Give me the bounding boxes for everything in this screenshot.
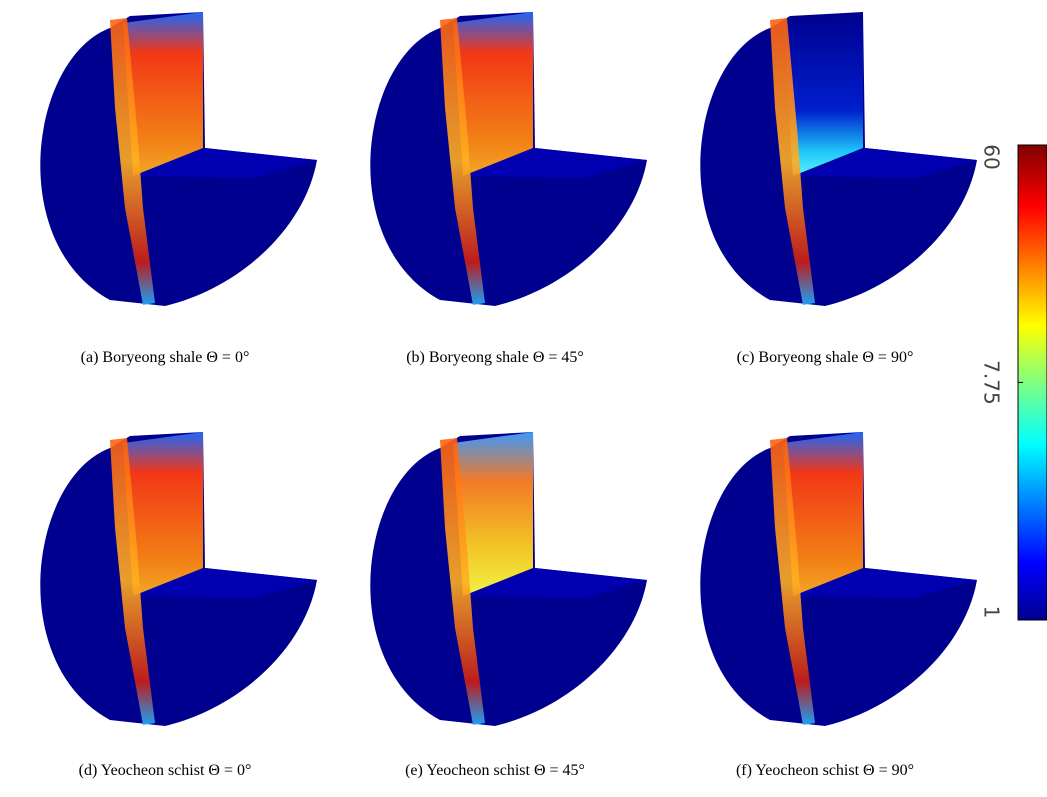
lower-face <box>133 148 317 178</box>
specimen-image <box>40 12 318 306</box>
colorbar-tick-label: 1 <box>980 606 1004 619</box>
upper-face <box>783 12 863 176</box>
caption: (f) Yeocheon schist Θ = 90° <box>736 762 914 779</box>
colorbar-tick-label: 7.75 <box>980 360 1004 405</box>
caption: (c) Boryeong shale Θ = 90° <box>737 349 914 366</box>
caption: (a) Boryeong shale Θ = 0° <box>81 349 250 366</box>
upper-face <box>123 432 203 596</box>
upper-face <box>123 12 203 176</box>
crack <box>440 18 485 305</box>
specimen-image <box>370 432 647 726</box>
caption: (b) Boryeong shale Θ = 45° <box>406 349 584 366</box>
upper-face <box>783 432 863 596</box>
upper-face <box>453 432 533 596</box>
caption: (d) Yeocheon schist Θ = 0° <box>79 762 252 779</box>
lower-face <box>133 568 317 598</box>
lower-face <box>793 148 977 178</box>
specimen-image <box>40 432 318 726</box>
specimen-image <box>700 432 977 726</box>
lower-face <box>463 148 647 178</box>
upper-face <box>453 12 533 176</box>
colorbar-tick-label: 60 <box>980 144 1004 169</box>
crack <box>110 18 155 305</box>
specimen-image <box>700 12 977 306</box>
crack <box>440 438 485 725</box>
crack <box>770 438 815 725</box>
crack <box>770 18 815 305</box>
lower-face <box>463 568 647 598</box>
lower-face <box>793 568 977 598</box>
crack <box>110 438 155 725</box>
specimen-image <box>370 12 647 306</box>
caption: (e) Yeocheon schist Θ = 45° <box>405 762 585 779</box>
